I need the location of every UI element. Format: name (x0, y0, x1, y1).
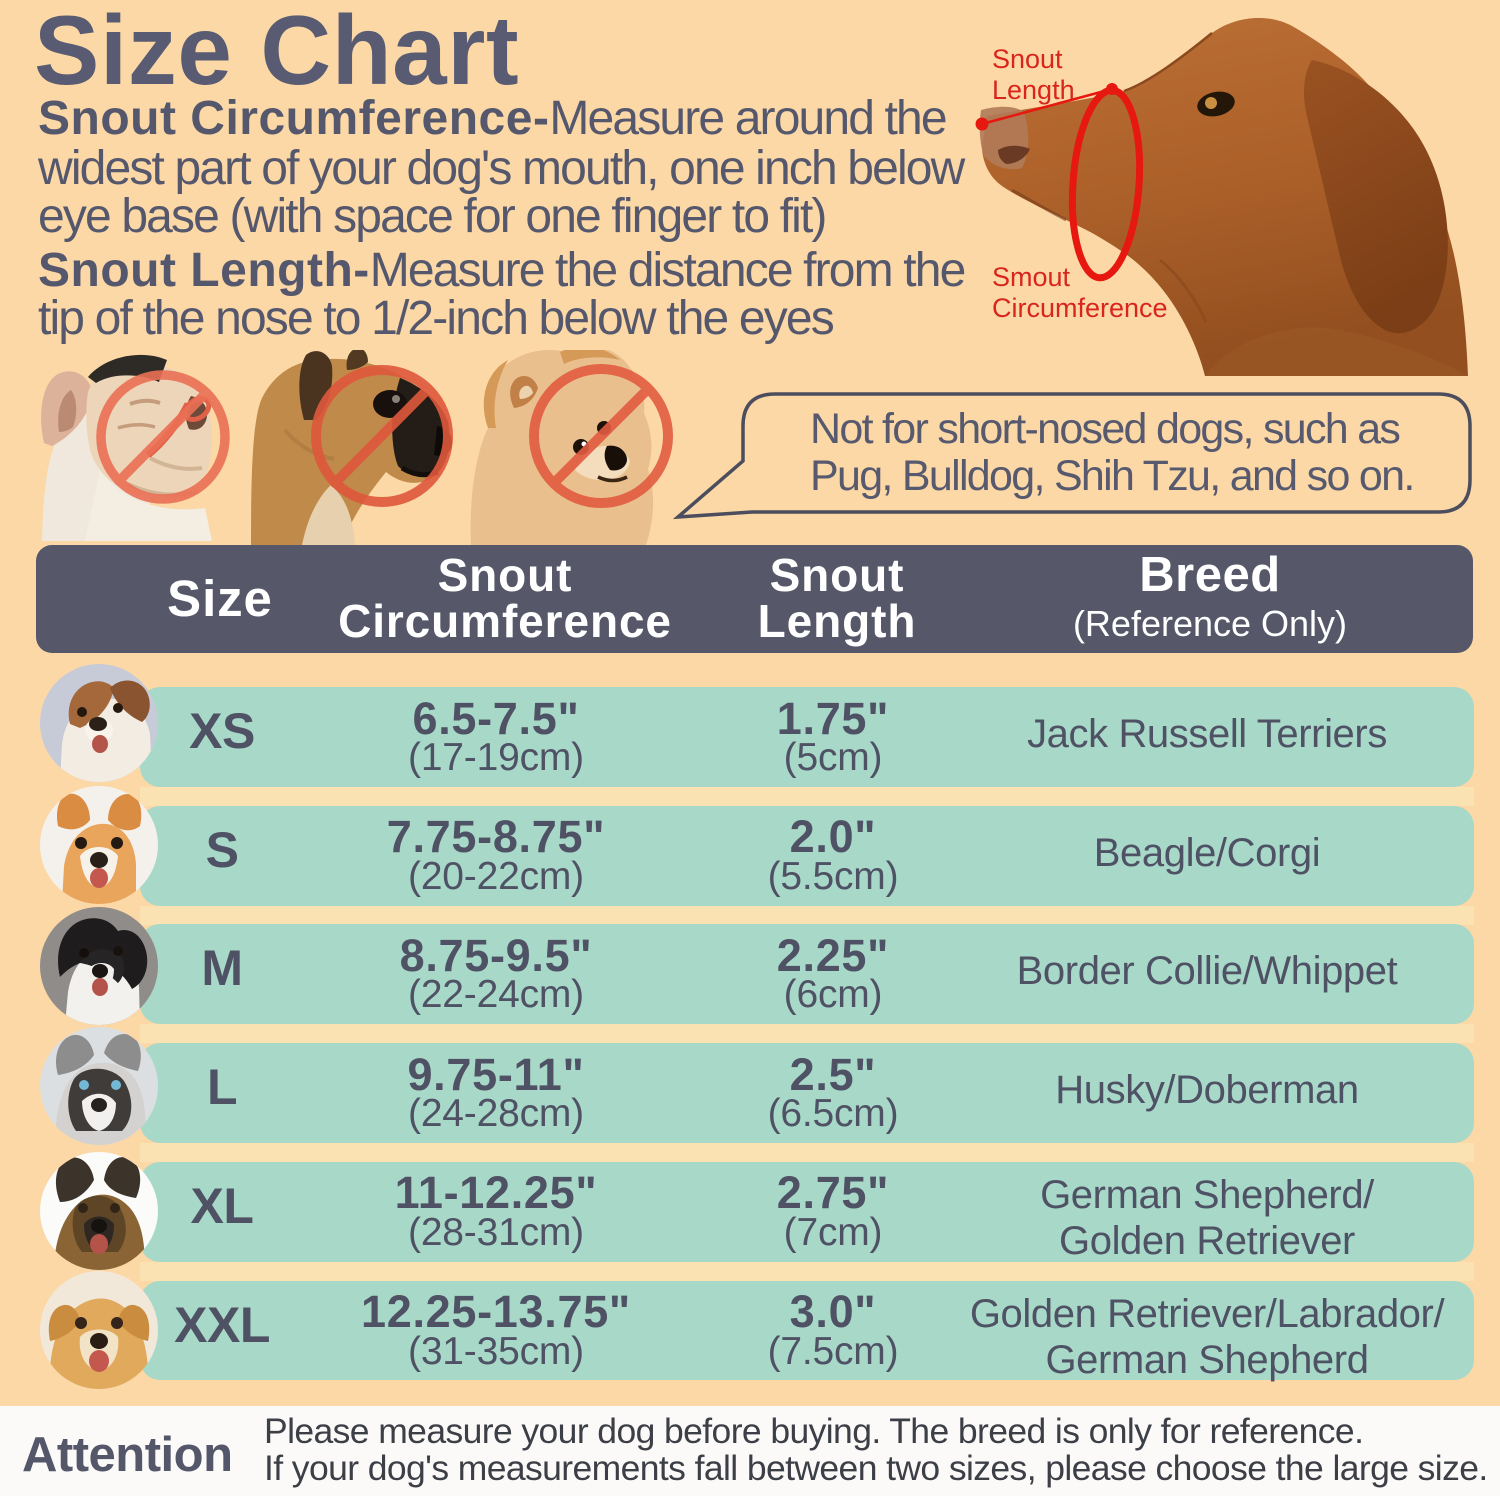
svg-text:Length: Length (992, 75, 1075, 105)
svg-text:Snout: Snout (992, 44, 1063, 74)
svg-text:Smout: Smout (992, 262, 1071, 292)
svg-text:Circumference: Circumference (992, 293, 1168, 323)
